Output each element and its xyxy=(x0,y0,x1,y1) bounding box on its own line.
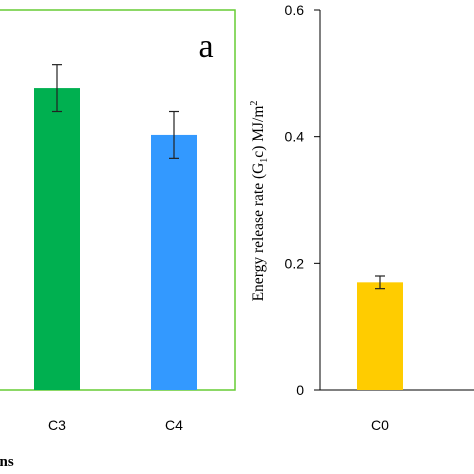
panel-a-label: a xyxy=(198,28,213,65)
panel-b: 0 0.2 0.4 0.6 C0 Energy release rate (G1c) … xyxy=(249,2,474,433)
panel-a-bars xyxy=(34,88,197,391)
x-tick-label: C3 xyxy=(48,417,66,433)
panel-a-error-bars xyxy=(52,64,179,159)
y-tick-label: 0 xyxy=(296,382,304,398)
panel-b-x-tick-labels: C0 xyxy=(371,417,389,433)
bar xyxy=(34,88,80,391)
panel-a-x-tick-labels: C3 C4 xyxy=(48,417,183,433)
panel-b-bars xyxy=(357,282,403,390)
panel-a-frame xyxy=(0,9,236,391)
bar xyxy=(357,282,403,390)
x-tick-label: C4 xyxy=(165,417,183,433)
x-tick-label: C0 xyxy=(371,417,389,433)
y-tick-label: 0.6 xyxy=(285,2,305,18)
panel-b-y-ticks: 0 0.2 0.4 0.6 xyxy=(285,2,320,398)
y-tick-label: 0.2 xyxy=(285,255,305,271)
panel-b-error-bars xyxy=(375,275,385,290)
bar xyxy=(151,134,197,390)
panel-a: a C3 C4 ons xyxy=(0,9,236,470)
y-tick-label: 0.4 xyxy=(285,129,305,145)
panel-a-x-axis-label: ons xyxy=(0,454,14,470)
panel-b-y-axis-label: Energy release rate (G1c) MJ/m2 xyxy=(249,101,270,302)
